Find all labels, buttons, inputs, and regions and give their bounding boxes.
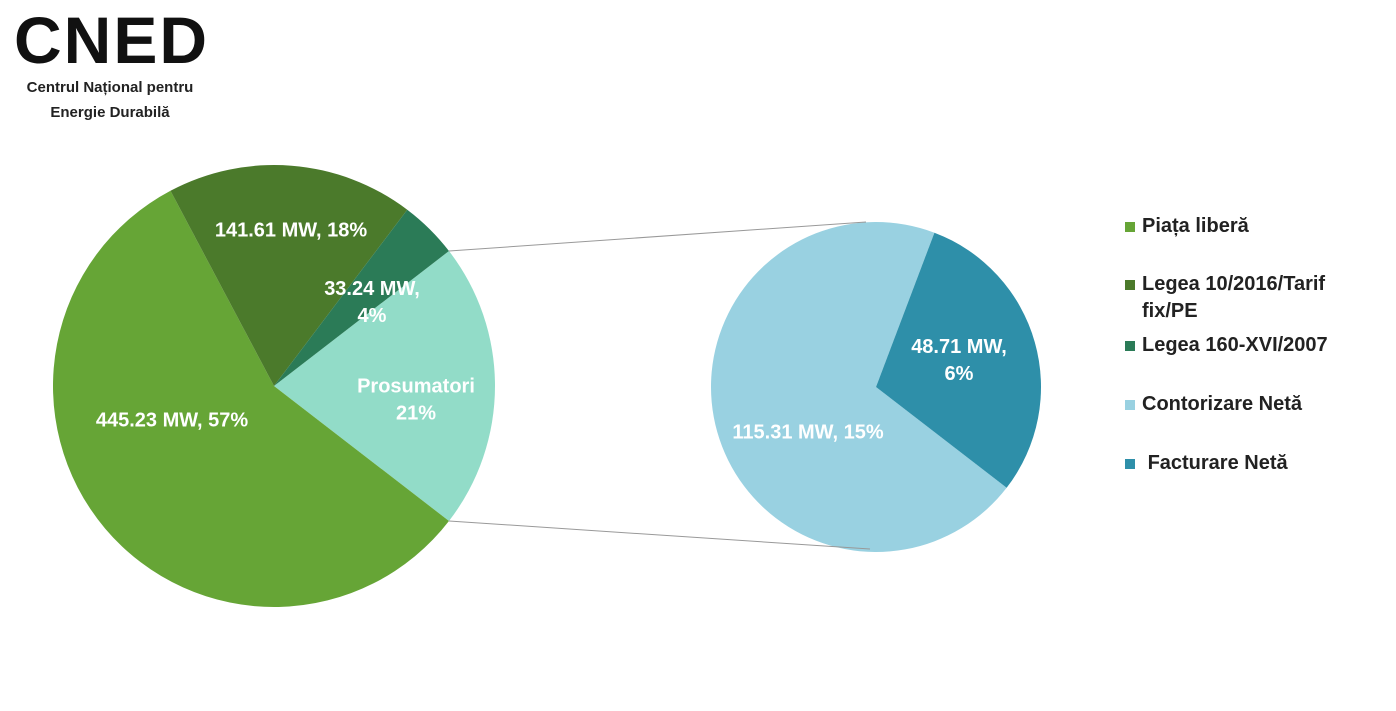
pie-slice (710, 221, 1007, 552)
pie-slice (274, 209, 449, 386)
legend-item: Legea 10/2016/Tarif fix/PE (1125, 271, 1385, 325)
pie-slice (876, 232, 1041, 488)
legend-label: Legea 160-XVI/2007 (1142, 334, 1328, 356)
data-label: 33.24 MW, 4% (324, 278, 420, 327)
data-label: 115.31 MW, 15% (732, 421, 884, 444)
connector-line (448, 520, 871, 550)
legend-label: Piața liberă (1142, 215, 1249, 237)
legend-swatch (1125, 341, 1135, 351)
data-label: 141.61 MW, 18% (214, 219, 368, 242)
data-label: 48.71 MW, 6% (911, 336, 1007, 385)
data-label: 21% (395, 402, 437, 425)
pie-slice (274, 250, 496, 522)
legend-label: Contorizare Netă (1142, 393, 1303, 415)
data-label: 445.23 MW, 57% (95, 409, 249, 432)
legend-item: Legea 160-XVI/2007 (1125, 332, 1385, 359)
legend-label: Legea 10/2016/Tarif fix/PE (1142, 273, 1331, 322)
legend-swatch (1125, 280, 1135, 290)
pie-slice (53, 190, 449, 608)
logo-mark: CNED (14, 3, 210, 77)
legend-item: Facturare Netă (1125, 450, 1385, 477)
logo-text: Centrul Național pentru (26, 79, 194, 96)
legend-swatch (1125, 459, 1135, 469)
pie-slice (170, 165, 408, 386)
legend-swatch (1125, 400, 1135, 410)
logo-text: Energie Durabilă (50, 104, 170, 121)
data-label: Prosumatori (357, 375, 475, 398)
legend-item: Piața liberă (1125, 213, 1385, 240)
legend-item: Contorizare Netă (1125, 391, 1385, 418)
legend-label: Facturare Netă (1142, 452, 1288, 474)
connector-line (448, 221, 867, 252)
legend-swatch (1125, 222, 1135, 232)
